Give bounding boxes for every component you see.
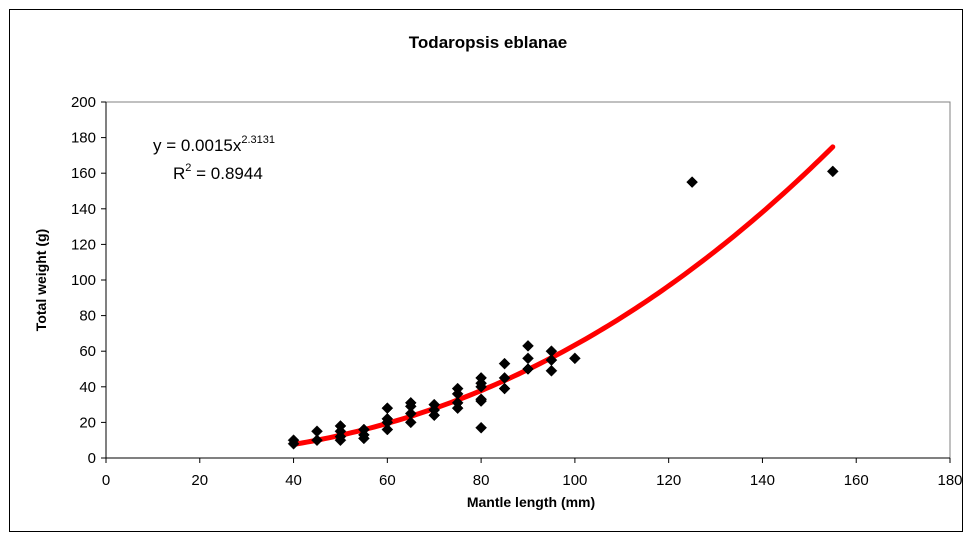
- y-tick-label: 160: [71, 165, 96, 182]
- x-tick-label: 20: [191, 472, 208, 489]
- data-point: [311, 434, 323, 447]
- r-squared-label: R2 = 0.8944: [173, 162, 263, 183]
- y-tick-label: 60: [79, 343, 96, 360]
- trendline-equation: y = 0.0015x2.3131: [153, 134, 275, 155]
- data-point: [522, 363, 534, 375]
- data-point: [545, 364, 558, 377]
- data-point: [404, 416, 417, 429]
- r2-exponent: 2: [185, 162, 191, 174]
- r2-base: R: [173, 164, 185, 183]
- data-points-layer: [287, 165, 839, 450]
- chart-title: Todaropsis eblanae: [409, 33, 567, 52]
- x-tick-label: 80: [473, 472, 490, 489]
- x-tick-label: 0: [102, 472, 110, 489]
- equation-exponent: 2.3131: [241, 134, 275, 146]
- y-tick-label: 180: [71, 130, 96, 147]
- data-point: [686, 176, 698, 188]
- axis-layer: 0 20 40 60 80 100 120 140 160 180 0 20 40 60 80 100 120 1…: [71, 94, 963, 489]
- plot-area: [105, 101, 951, 459]
- data-point: [498, 357, 511, 370]
- x-tick-label: 180: [937, 472, 962, 489]
- x-tick-label: 40: [285, 472, 302, 489]
- data-point: [826, 165, 839, 178]
- y-axis-title: Total weight (g): [33, 229, 49, 331]
- data-point: [287, 437, 300, 450]
- x-tick-label: 160: [844, 472, 869, 489]
- x-tick-label: 140: [750, 472, 775, 489]
- y-tick-label: 80: [79, 308, 96, 325]
- data-point: [498, 382, 511, 395]
- trendline-layer: [291, 144, 836, 447]
- y-tick-label: 200: [71, 94, 96, 111]
- data-point: [451, 402, 464, 415]
- data-point: [522, 340, 534, 352]
- y-tick-label: 20: [79, 414, 96, 431]
- scatter-chart: Todaropsis eblanae 0 20 40 60 80 100 120 140 160…: [33, 33, 963, 510]
- data-point: [569, 352, 581, 365]
- data-point: [475, 395, 487, 407]
- r2-value: = 0.8944: [191, 164, 262, 183]
- equation-annotation: y = 0.0015x2.3131 R2 = 0.8944: [153, 134, 275, 183]
- data-point: [475, 380, 487, 393]
- x-axis-title: Mantle length (mm): [467, 494, 595, 510]
- y-tick-label: 40: [79, 379, 96, 396]
- data-point: [358, 432, 370, 445]
- chart-frame: Todaropsis eblanae 0 20 40 60 80 100 120 140 160…: [9, 9, 963, 532]
- data-point: [475, 421, 487, 434]
- data-point: [381, 423, 394, 436]
- x-tick-label: 60: [379, 472, 396, 489]
- x-tick-label: 100: [562, 472, 587, 489]
- y-tick-label: 140: [71, 201, 96, 218]
- power-trendline: [291, 144, 836, 447]
- data-point: [428, 409, 441, 422]
- x-tick-label: 120: [656, 472, 681, 489]
- y-tick-label: 120: [71, 236, 96, 253]
- equation-base: y = 0.0015x: [153, 136, 242, 155]
- y-tick-label: 100: [71, 272, 96, 289]
- data-point: [334, 434, 347, 447]
- y-tick-label: 0: [88, 450, 96, 467]
